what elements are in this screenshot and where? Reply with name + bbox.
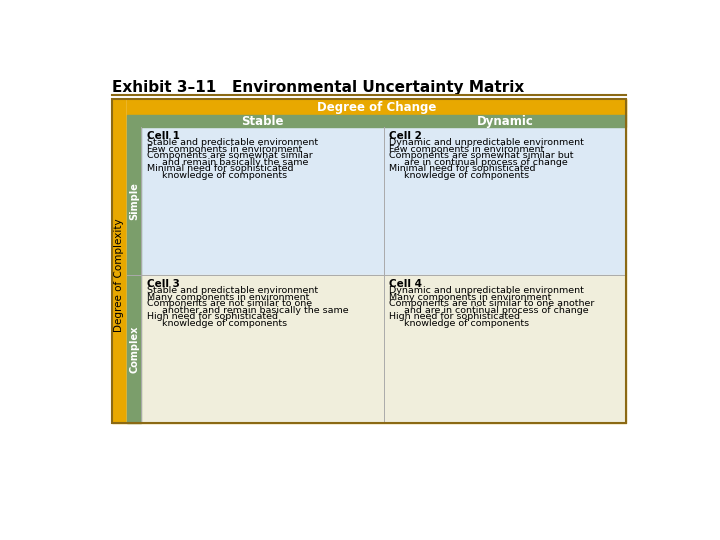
Bar xyxy=(112,99,626,423)
Text: Exhibit 3–11   Environmental Uncertainty Matrix: Exhibit 3–11 Environmental Uncertainty M… xyxy=(112,80,524,95)
Bar xyxy=(127,275,141,423)
Text: and remain basically the same: and remain basically the same xyxy=(147,158,308,167)
Bar xyxy=(127,99,626,423)
Text: are in continual process of change: are in continual process of change xyxy=(389,158,568,167)
Text: Cell 2: Cell 2 xyxy=(389,131,422,141)
Text: Many components in environment: Many components in environment xyxy=(389,293,552,302)
Text: Minimal need for sophisticated: Minimal need for sophisticated xyxy=(389,164,536,173)
Bar xyxy=(127,115,626,127)
Text: Many components in environment: Many components in environment xyxy=(147,293,309,302)
Bar xyxy=(141,275,384,423)
Text: Cell 4: Cell 4 xyxy=(389,279,422,289)
Bar xyxy=(127,127,141,275)
Text: Components are not similar to one another: Components are not similar to one anothe… xyxy=(389,299,595,308)
Text: Stable and predictable environment: Stable and predictable environment xyxy=(147,138,318,147)
Text: Stable: Stable xyxy=(241,114,284,127)
Text: Simple: Simple xyxy=(129,182,139,220)
Text: Dynamic and unpredictable environment: Dynamic and unpredictable environment xyxy=(389,138,584,147)
Text: Components are somewhat similar but: Components are somewhat similar but xyxy=(389,151,574,160)
Text: High need for sophisticated: High need for sophisticated xyxy=(389,312,520,321)
Text: Few components in environment: Few components in environment xyxy=(389,145,544,154)
Text: Components are somewhat similar: Components are somewhat similar xyxy=(147,151,312,160)
Bar xyxy=(384,275,626,423)
Text: knowledge of components: knowledge of components xyxy=(147,171,287,180)
Text: Cell 3: Cell 3 xyxy=(147,279,179,289)
Text: knowledge of components: knowledge of components xyxy=(389,171,529,180)
Text: Stable and predictable environment: Stable and predictable environment xyxy=(147,286,318,295)
Text: and are in continual process of change: and are in continual process of change xyxy=(389,306,589,315)
Text: another and remain basically the same: another and remain basically the same xyxy=(147,306,348,315)
Text: Dynamic: Dynamic xyxy=(477,114,534,127)
Text: High need for sophisticated: High need for sophisticated xyxy=(147,312,278,321)
Text: knowledge of components: knowledge of components xyxy=(389,319,529,328)
Bar xyxy=(127,99,626,115)
Text: Few components in environment: Few components in environment xyxy=(147,145,302,154)
Text: Complex: Complex xyxy=(129,325,139,373)
Text: Degree of Change: Degree of Change xyxy=(317,100,436,113)
Bar xyxy=(141,127,384,275)
Bar xyxy=(384,127,626,275)
Text: Minimal need for sophisticated: Minimal need for sophisticated xyxy=(147,164,293,173)
Text: Dynamic and unpredictable environment: Dynamic and unpredictable environment xyxy=(389,286,584,295)
Text: Components are not similar to one: Components are not similar to one xyxy=(147,299,312,308)
Text: knowledge of components: knowledge of components xyxy=(147,319,287,328)
Text: Cell 1: Cell 1 xyxy=(147,131,179,141)
Bar xyxy=(112,99,626,423)
Text: Degree of Complexity: Degree of Complexity xyxy=(114,218,125,332)
